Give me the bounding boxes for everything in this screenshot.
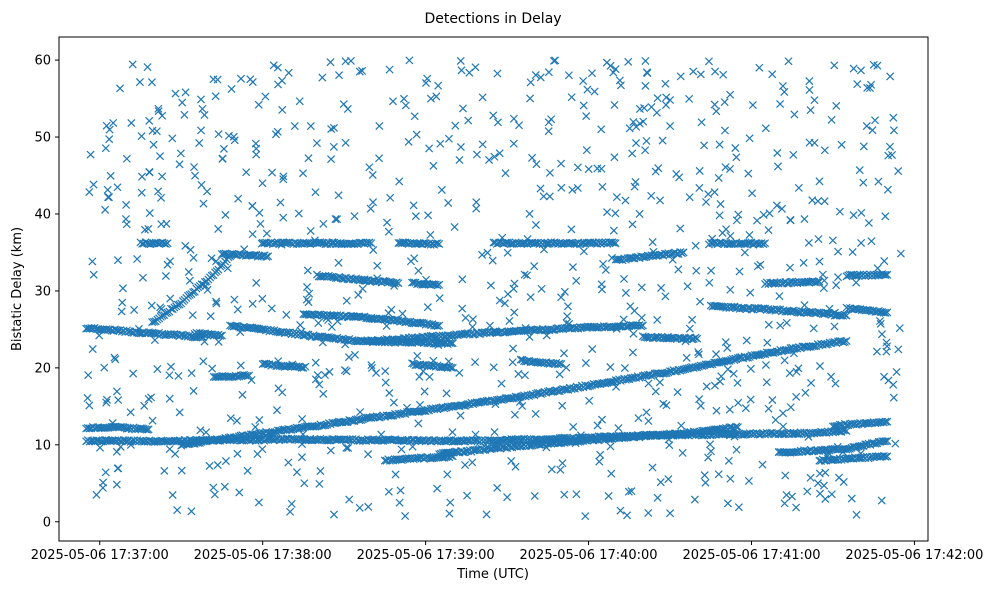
y-tick-label: 20 (34, 361, 51, 376)
x-tick-label: 2025-05-06 17:37:00 (31, 548, 169, 563)
y-axis-ticks: 0 10 20 30 40 50 60 (34, 54, 59, 531)
y-axis-label: Bistatic Delay (km) (10, 227, 25, 351)
x-tick-label: 2025-05-06 17:42:00 (845, 548, 983, 563)
y-tick-label: 40 (34, 207, 51, 222)
y-tick-label: 0 (43, 515, 51, 530)
x-axis-label: Time (UTC) (456, 567, 529, 582)
y-tick-label: 30 (34, 284, 51, 299)
chart-title: Detections in Delay (424, 11, 561, 27)
x-tick-label: 2025-05-06 17:38:00 (194, 548, 332, 563)
y-tick-label: 60 (34, 54, 51, 69)
x-tick-label: 2025-05-06 17:40:00 (520, 548, 658, 563)
x-tick-label: 2025-05-06 17:41:00 (682, 548, 820, 563)
y-tick-label: 50 (34, 131, 51, 146)
x-axis-ticks: 2025-05-06 17:37:00 2025-05-06 17:38:00 20… (31, 541, 984, 563)
x-tick-label: 2025-05-06 17:39:00 (357, 548, 495, 563)
y-tick-label: 10 (34, 438, 51, 453)
